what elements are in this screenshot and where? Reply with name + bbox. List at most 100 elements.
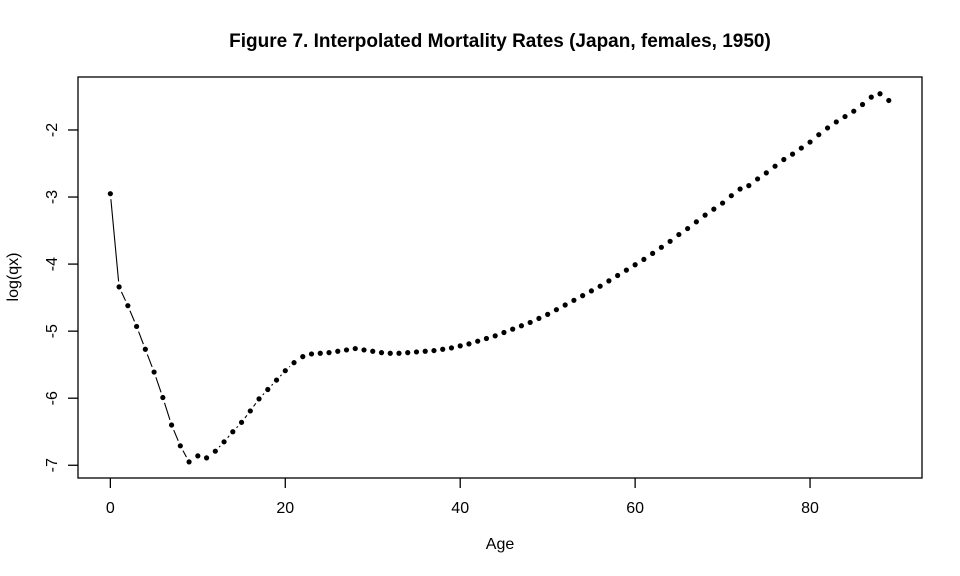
connecting-line-segments — [110, 199, 291, 458]
data-point — [492, 333, 498, 339]
data-point — [317, 350, 323, 356]
data-point — [518, 323, 525, 329]
x-tick-label: 20 — [276, 500, 294, 517]
x-axis-ticks: 0 20 40 60 80 — [106, 478, 819, 517]
line-segment — [173, 429, 179, 441]
data-point — [597, 283, 603, 289]
data-point — [667, 238, 673, 244]
data-point — [396, 350, 402, 356]
data-point — [133, 323, 140, 330]
data-point — [685, 225, 691, 232]
data-point — [833, 119, 839, 125]
data-point — [230, 429, 236, 435]
data-point — [457, 343, 463, 349]
line-segment — [227, 435, 230, 438]
data-point — [807, 139, 813, 145]
data-point — [212, 448, 218, 454]
data-point — [483, 335, 490, 342]
data-point — [562, 302, 568, 308]
x-tick-label: 0 — [106, 500, 115, 517]
data-point — [842, 113, 848, 120]
data-point — [265, 386, 271, 393]
data-point — [877, 91, 883, 97]
data-point — [308, 351, 315, 357]
data-point — [728, 193, 734, 199]
data-point — [116, 284, 122, 290]
data-point — [273, 377, 280, 383]
line-segment — [182, 450, 187, 458]
data-point — [282, 368, 288, 374]
line-segment — [120, 291, 127, 301]
line-segment — [129, 310, 135, 322]
data-point — [868, 94, 874, 100]
line-segment — [236, 425, 239, 429]
line-segment — [110, 199, 120, 282]
data-point — [405, 350, 411, 356]
y-tick-label: -4 — [44, 257, 61, 271]
data-point — [186, 459, 192, 465]
data-point — [763, 170, 769, 176]
data-point — [168, 422, 175, 428]
data-point — [702, 212, 708, 218]
data-point-series — [107, 91, 892, 465]
data-point — [553, 307, 560, 313]
data-point — [719, 200, 726, 206]
data-point — [501, 329, 507, 336]
x-tick-label: 40 — [451, 500, 469, 517]
chart-title: Figure 7. Interpolated Mortality Rates (… — [229, 31, 771, 52]
data-point — [177, 443, 183, 449]
data-point — [886, 97, 892, 104]
data-point — [676, 231, 682, 238]
data-point — [256, 396, 262, 402]
data-point — [300, 354, 306, 360]
x-axis-label: Age — [486, 536, 515, 553]
data-point — [650, 250, 656, 256]
data-point — [693, 219, 699, 225]
data-point — [422, 348, 428, 354]
line-segment — [244, 414, 248, 419]
line-segment — [155, 377, 162, 393]
plot-border-box — [77, 76, 923, 479]
data-point — [160, 394, 166, 401]
data-point — [370, 348, 376, 354]
data-point — [754, 176, 761, 182]
data-point — [413, 349, 420, 355]
data-point — [571, 297, 577, 303]
data-point — [816, 132, 822, 138]
y-tick-label: -3 — [44, 190, 61, 204]
y-axis-ticks: -2 -3 -4 -5 -6 -7 — [44, 123, 78, 472]
data-point — [623, 267, 629, 273]
data-point — [238, 419, 245, 425]
data-point — [772, 163, 778, 169]
data-point — [142, 346, 148, 352]
line-segment — [218, 445, 221, 448]
data-point — [107, 191, 113, 197]
data-point — [859, 101, 866, 108]
data-point — [203, 455, 210, 461]
data-point — [737, 186, 743, 192]
line-segment — [262, 393, 265, 396]
data-point — [335, 348, 341, 354]
data-point — [352, 345, 358, 352]
data-point — [632, 262, 638, 268]
data-point — [711, 206, 717, 212]
data-point — [151, 369, 157, 375]
data-point — [588, 288, 594, 294]
line-segment — [271, 383, 274, 386]
data-point — [247, 408, 253, 414]
data-point — [361, 347, 367, 353]
data-point — [195, 453, 201, 459]
data-point — [440, 346, 446, 352]
data-point — [387, 350, 393, 356]
data-point — [746, 183, 752, 189]
data-point — [378, 350, 385, 356]
data-point — [125, 303, 131, 309]
y-tick-label: -6 — [44, 391, 61, 405]
data-point — [343, 347, 350, 353]
data-point — [606, 278, 612, 284]
line-segment — [138, 331, 144, 345]
data-point — [781, 156, 787, 163]
y-tick-label: -2 — [44, 123, 61, 137]
data-point — [475, 338, 481, 344]
